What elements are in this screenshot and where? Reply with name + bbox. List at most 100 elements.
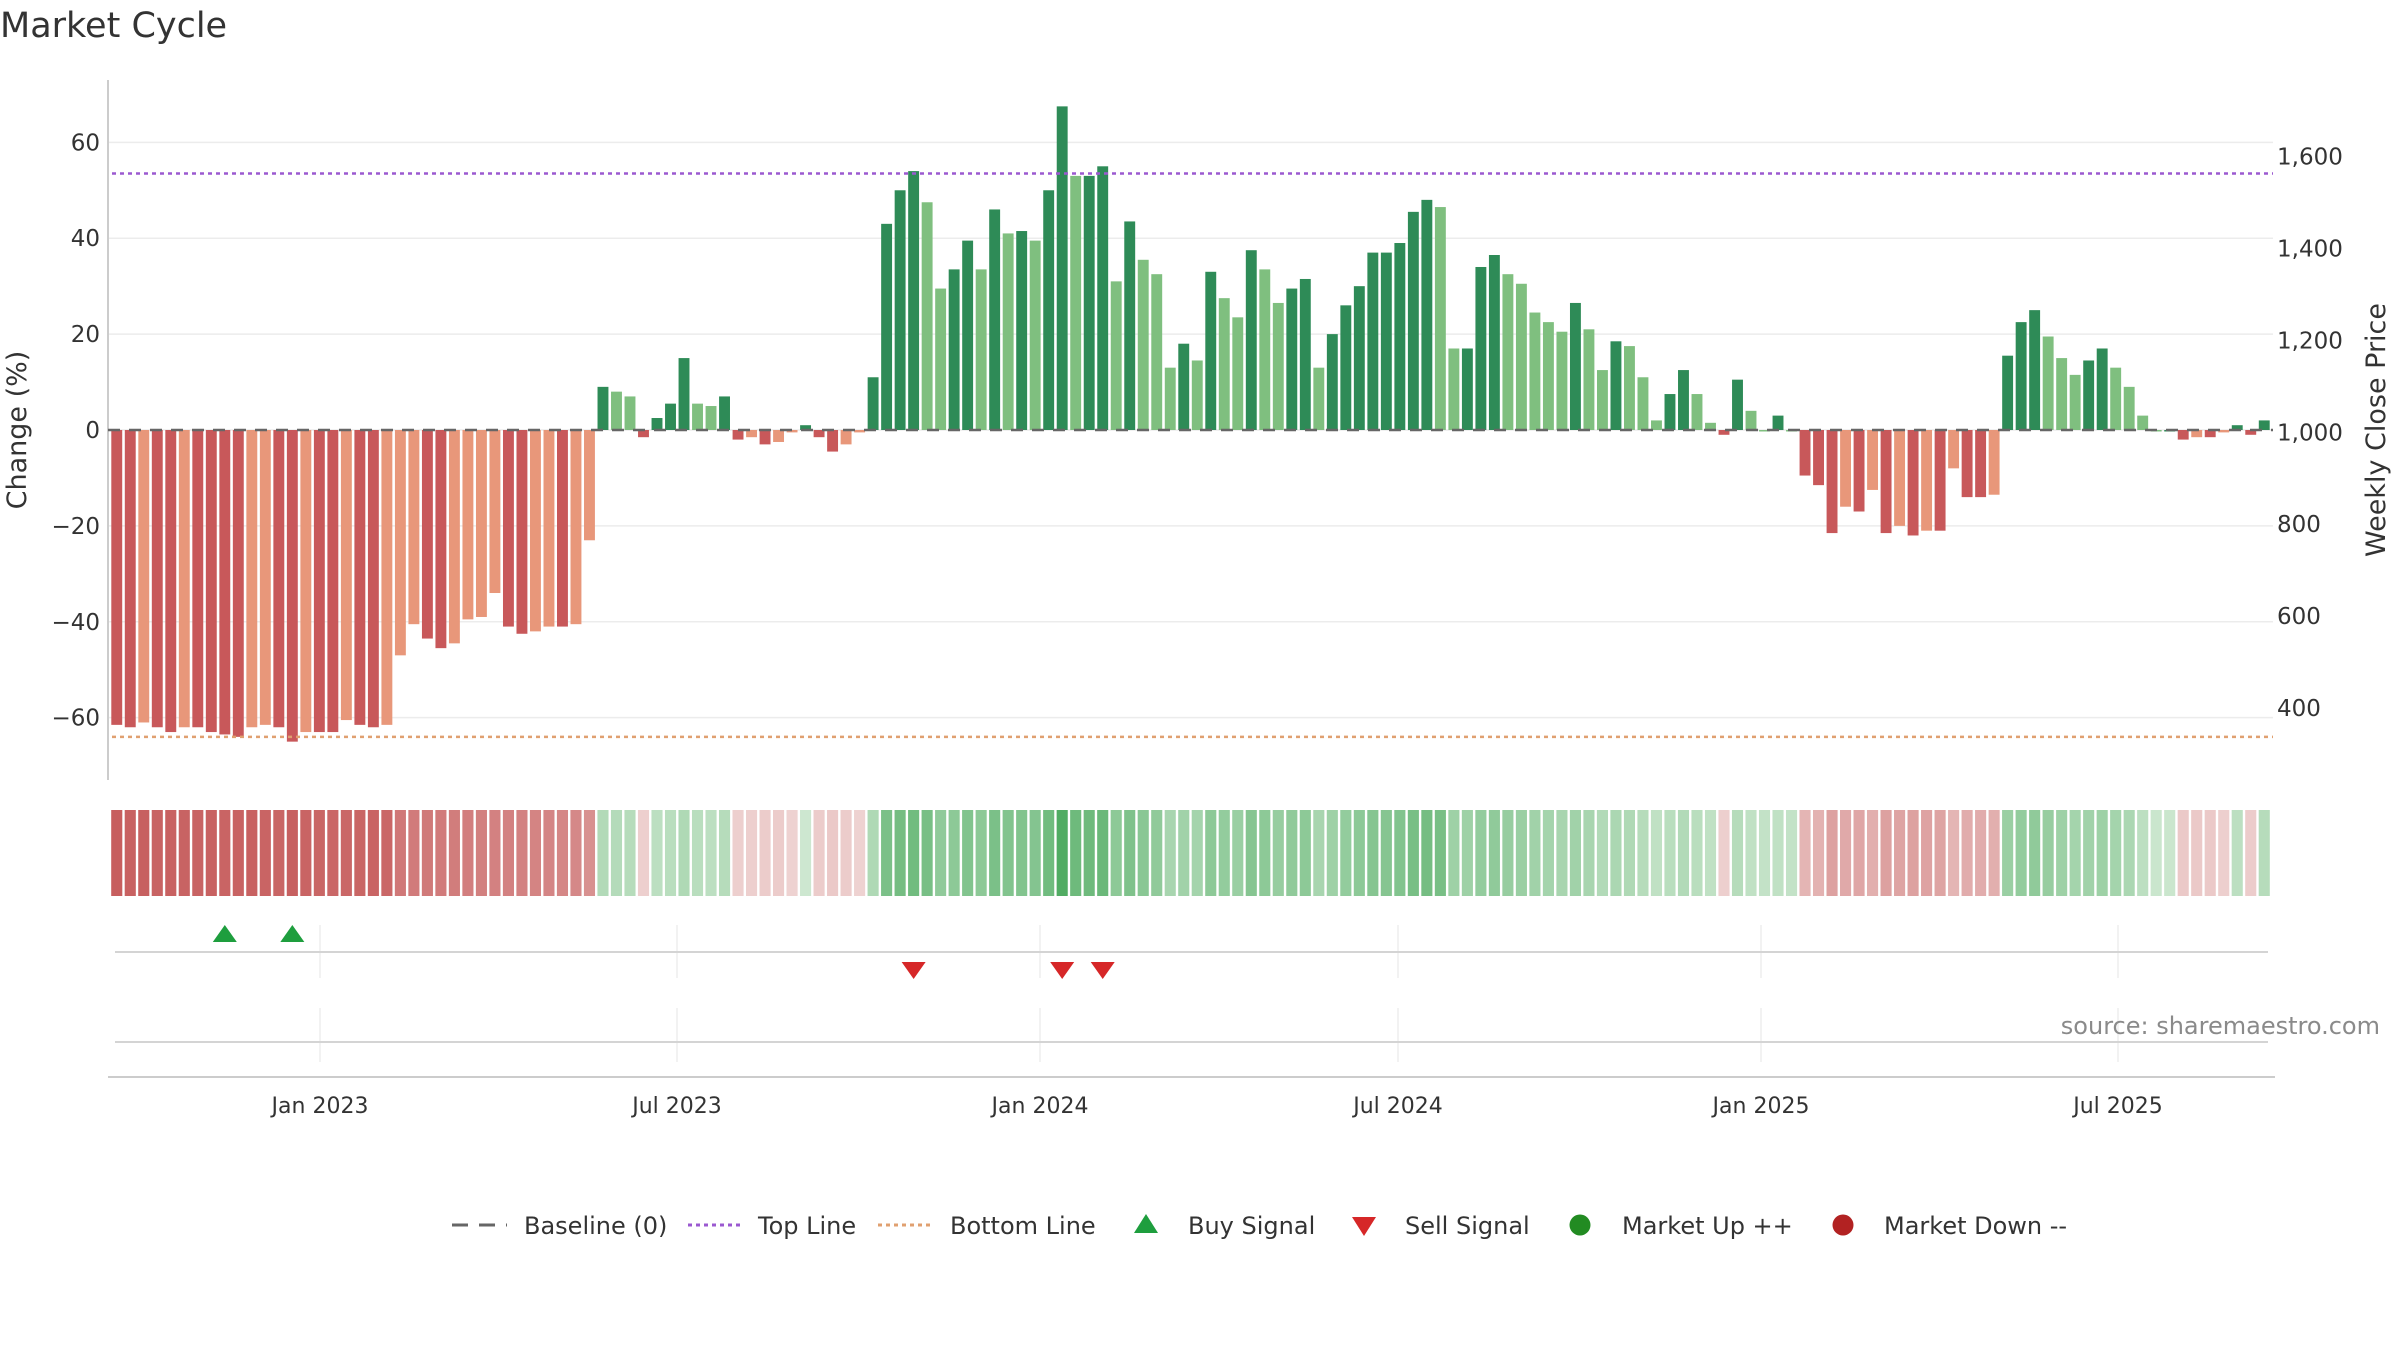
change-bar	[948, 269, 960, 430]
strength-cell	[1529, 810, 1541, 896]
strength-cell	[1718, 810, 1730, 896]
change-bar	[1286, 288, 1298, 430]
change-bar	[840, 430, 852, 445]
change-bar	[2056, 358, 2068, 430]
strength-cell	[1772, 810, 1784, 896]
change-bar	[597, 386, 609, 430]
change-bar	[1002, 233, 1014, 430]
strength-cell	[489, 810, 501, 896]
change-bar	[1745, 410, 1757, 430]
change-bar	[408, 430, 420, 625]
chart-title: Market Cycle	[0, 6, 228, 46]
market-panel	[115, 1008, 2268, 1062]
strength-cell	[786, 810, 798, 896]
change-bar	[1907, 430, 1919, 536]
strength-cell	[1124, 810, 1136, 896]
change-bar	[1070, 175, 1082, 430]
strength-cell	[1259, 810, 1271, 896]
y2-tick-label: 1,600	[2277, 145, 2343, 171]
strength-cell	[1853, 810, 1865, 896]
change-bar	[259, 430, 271, 725]
change-bar	[394, 430, 406, 656]
change-bar	[732, 430, 744, 440]
strength-cell	[1502, 810, 1514, 896]
change-bar	[1313, 367, 1325, 430]
strength-cell	[2245, 810, 2257, 896]
reference-lines	[108, 172, 2273, 739]
legend-market-up-icon	[1569, 1214, 1591, 1236]
strength-cell	[408, 810, 420, 896]
strength-cell	[1691, 810, 1703, 896]
change-bar	[705, 406, 717, 430]
change-bar	[854, 430, 866, 433]
change-bar	[1515, 283, 1527, 430]
change-bar	[192, 430, 204, 728]
change-bar	[1448, 348, 1460, 430]
change-bar	[111, 430, 123, 725]
strength-cell	[205, 810, 217, 896]
strength-cell	[313, 810, 325, 896]
x-axis: Jan 2023 Jul 2023 Jan 2024 Jul 2024 Jan 2025…	[108, 1076, 2275, 1119]
strength-cell	[1988, 810, 2000, 896]
strength-cell	[556, 810, 569, 896]
change-bar	[340, 430, 352, 721]
strength-cell	[1448, 810, 1460, 896]
change-bar	[962, 240, 974, 430]
strength-cell	[1110, 810, 1122, 896]
change-bar	[1407, 211, 1419, 430]
strength-cell	[300, 810, 312, 896]
strength-cell	[219, 810, 231, 896]
strength-cell	[1272, 810, 1284, 896]
strength-cell	[610, 810, 623, 896]
change-bar	[867, 377, 879, 430]
legend-topline-label: Top Line	[757, 1212, 856, 1240]
change-bar	[1056, 106, 1068, 430]
y2-tick-label: 1,400	[2277, 237, 2343, 263]
x-tick-label: Jan 2025	[1711, 1094, 1810, 1119]
change-bar	[1624, 346, 1635, 430]
change-bar	[1813, 430, 1824, 486]
change-bar	[1948, 430, 1960, 469]
change-bar	[2218, 430, 2230, 433]
strength-cell	[367, 810, 379, 896]
strength-cell	[1894, 810, 1906, 896]
strength-strip	[111, 810, 2270, 896]
y2-tick-label: 1,200	[2277, 328, 2343, 354]
strength-cell	[1286, 810, 1298, 896]
strength-cell	[192, 810, 204, 896]
strength-cell	[1758, 810, 1771, 896]
change-bar	[584, 430, 595, 541]
change-bar	[1434, 207, 1446, 430]
strength-cell	[2083, 810, 2095, 896]
strength-cell	[1218, 810, 1230, 896]
change-bar	[651, 418, 663, 430]
strength-cell	[502, 810, 514, 896]
strength-cell	[1664, 810, 1676, 896]
strength-cell	[124, 810, 136, 896]
change-bar	[205, 430, 217, 733]
change-bar	[1502, 274, 1514, 430]
change-bar	[1205, 271, 1217, 430]
x-tick-label: Jul 2024	[1351, 1094, 1443, 1119]
strength-cell	[1056, 810, 1068, 896]
change-bar	[908, 171, 920, 430]
strength-cell	[745, 810, 758, 896]
strength-cell	[867, 810, 879, 896]
change-bar	[1191, 360, 1203, 430]
change-bar	[421, 430, 433, 639]
strength-cell	[2231, 810, 2243, 896]
change-bar	[367, 430, 379, 728]
strength-cell	[165, 810, 177, 896]
strength-cell	[381, 810, 393, 896]
change-bar	[286, 430, 298, 742]
strength-cell	[2110, 810, 2122, 896]
change-bar	[638, 430, 649, 438]
change-bar	[2042, 336, 2054, 430]
strength-cell	[1921, 810, 1933, 896]
change-bar	[1867, 430, 1879, 490]
x-tick-label: Jul 2023	[630, 1094, 722, 1119]
strength-cell	[1232, 810, 1244, 896]
change-bar	[1840, 430, 1852, 507]
strength-cell	[1380, 810, 1392, 896]
